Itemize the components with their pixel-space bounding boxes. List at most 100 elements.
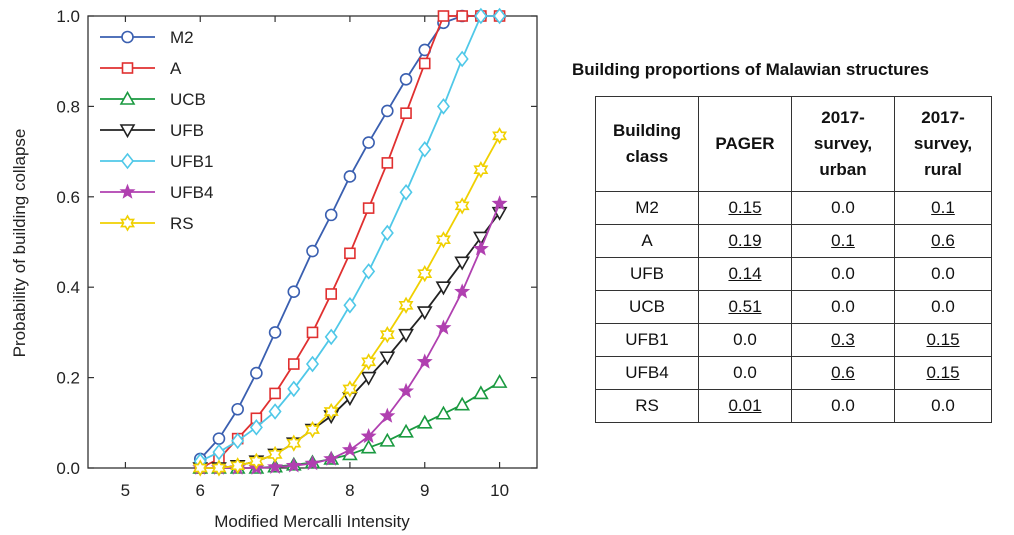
cell-value: 0.0	[894, 257, 992, 291]
cell-value: 0.0	[791, 191, 895, 225]
legend-marker	[121, 62, 134, 74]
data-point	[398, 382, 415, 398]
legend-label: UFB4	[170, 183, 213, 202]
y-tick-label: 0.6	[56, 188, 80, 207]
series-rs	[192, 127, 508, 477]
data-point	[398, 296, 414, 314]
cell-value: 0.6	[894, 224, 992, 258]
legend-item-m2: M2	[100, 28, 194, 47]
cell-value: 0.0	[894, 290, 992, 324]
legend-item-ufb: UFB	[100, 121, 204, 140]
cell-text: 0.51	[728, 297, 762, 316]
data-point	[361, 353, 377, 371]
data-point	[230, 457, 246, 475]
data-point	[493, 7, 507, 25]
legend-item-ufb4: UFB4	[100, 183, 213, 202]
cell-text: 0.15	[926, 363, 960, 382]
data-point	[231, 402, 244, 416]
header-line: urban	[819, 160, 867, 179]
data-point	[454, 283, 471, 299]
header-survey-rural: 2017- survey, rural	[894, 96, 992, 192]
data-point	[211, 459, 227, 477]
table-row: M2 0.15 0.0 0.1	[595, 191, 992, 225]
data-point	[455, 50, 469, 68]
data-point	[398, 423, 414, 438]
legend-marker	[119, 183, 136, 199]
legend-label: UFB	[170, 121, 204, 140]
legend-label: RS	[170, 214, 194, 233]
data-point	[473, 161, 489, 179]
legend-marker	[121, 30, 134, 44]
cell-text: 0.01	[728, 396, 762, 415]
cell-text: 0.6	[931, 231, 955, 250]
data-point	[435, 319, 452, 335]
data-point	[324, 328, 338, 346]
x-tick-label: 7	[270, 481, 279, 500]
y-tick-label: 1.0	[56, 7, 80, 26]
data-point	[399, 72, 413, 86]
data-point	[437, 10, 450, 22]
building-proportions-table: Building class PAGER 2017- survey, urban…	[595, 96, 992, 423]
data-point	[286, 434, 302, 452]
data-point	[269, 387, 281, 400]
x-tick-label: 10	[490, 481, 509, 500]
cell-value: 0.0	[791, 257, 895, 291]
legend-label: UCB	[170, 90, 206, 109]
cell-value: 0.6	[791, 356, 895, 390]
data-point	[343, 170, 357, 183]
y-tick-label: 0.8	[56, 97, 80, 116]
cell-text: 0.6	[831, 363, 855, 382]
header-line: class	[625, 147, 669, 166]
cell-text: 0.0	[831, 297, 855, 316]
data-point	[435, 281, 452, 296]
legend-label: UFB1	[170, 152, 213, 171]
cell-text: 0.0	[831, 198, 855, 217]
data-point	[381, 104, 394, 118]
data-point	[379, 351, 396, 366]
cell-text: 0.19	[728, 231, 762, 250]
data-point	[380, 224, 394, 242]
data-point	[344, 247, 356, 260]
legend-marker	[119, 124, 136, 139]
cell-value: 0.15	[698, 191, 792, 225]
data-point	[268, 403, 282, 420]
y-axis-title: Probability of building collapse	[10, 129, 29, 358]
data-point	[473, 231, 489, 246]
legend-label: M2	[170, 28, 194, 47]
legend-item-ucb: UCB	[100, 90, 206, 109]
y-tick-label: 0.4	[56, 278, 80, 297]
data-point	[231, 432, 245, 450]
data-point	[399, 183, 413, 201]
data-point	[418, 141, 432, 158]
data-point	[416, 353, 433, 369]
x-tick-label: 8	[345, 481, 354, 500]
data-point	[287, 285, 301, 299]
data-point	[398, 328, 414, 343]
data-point	[454, 396, 471, 411]
data-point	[250, 366, 263, 380]
header-line: rural	[924, 160, 962, 179]
data-point	[474, 7, 488, 25]
cell-value: 0.15	[894, 356, 992, 390]
legend-item-a: A	[100, 59, 182, 78]
x-tick-label: 6	[196, 481, 205, 500]
header-line: 2017-	[821, 108, 865, 127]
data-point	[343, 296, 357, 314]
cell-building-class: A	[595, 224, 699, 258]
cell-text: 0.0	[931, 264, 955, 283]
header-line: survey,	[913, 134, 973, 153]
data-point	[418, 57, 431, 70]
cell-building-class: UFB	[595, 257, 699, 291]
cell-text: 0.15	[728, 198, 762, 217]
cell-text: 0.3	[831, 330, 855, 349]
legend-label: A	[170, 59, 182, 78]
data-point	[473, 385, 489, 400]
table-row: A 0.19 0.1 0.6	[595, 224, 992, 258]
table-row: RS 0.01 0.0 0.0	[595, 389, 992, 423]
cell-value: 0.1	[791, 224, 895, 258]
cell-text: 0.0	[831, 264, 855, 283]
header-line: 2017-	[921, 108, 965, 127]
data-point	[454, 197, 470, 215]
data-point	[436, 98, 450, 115]
series-line	[200, 203, 501, 469]
